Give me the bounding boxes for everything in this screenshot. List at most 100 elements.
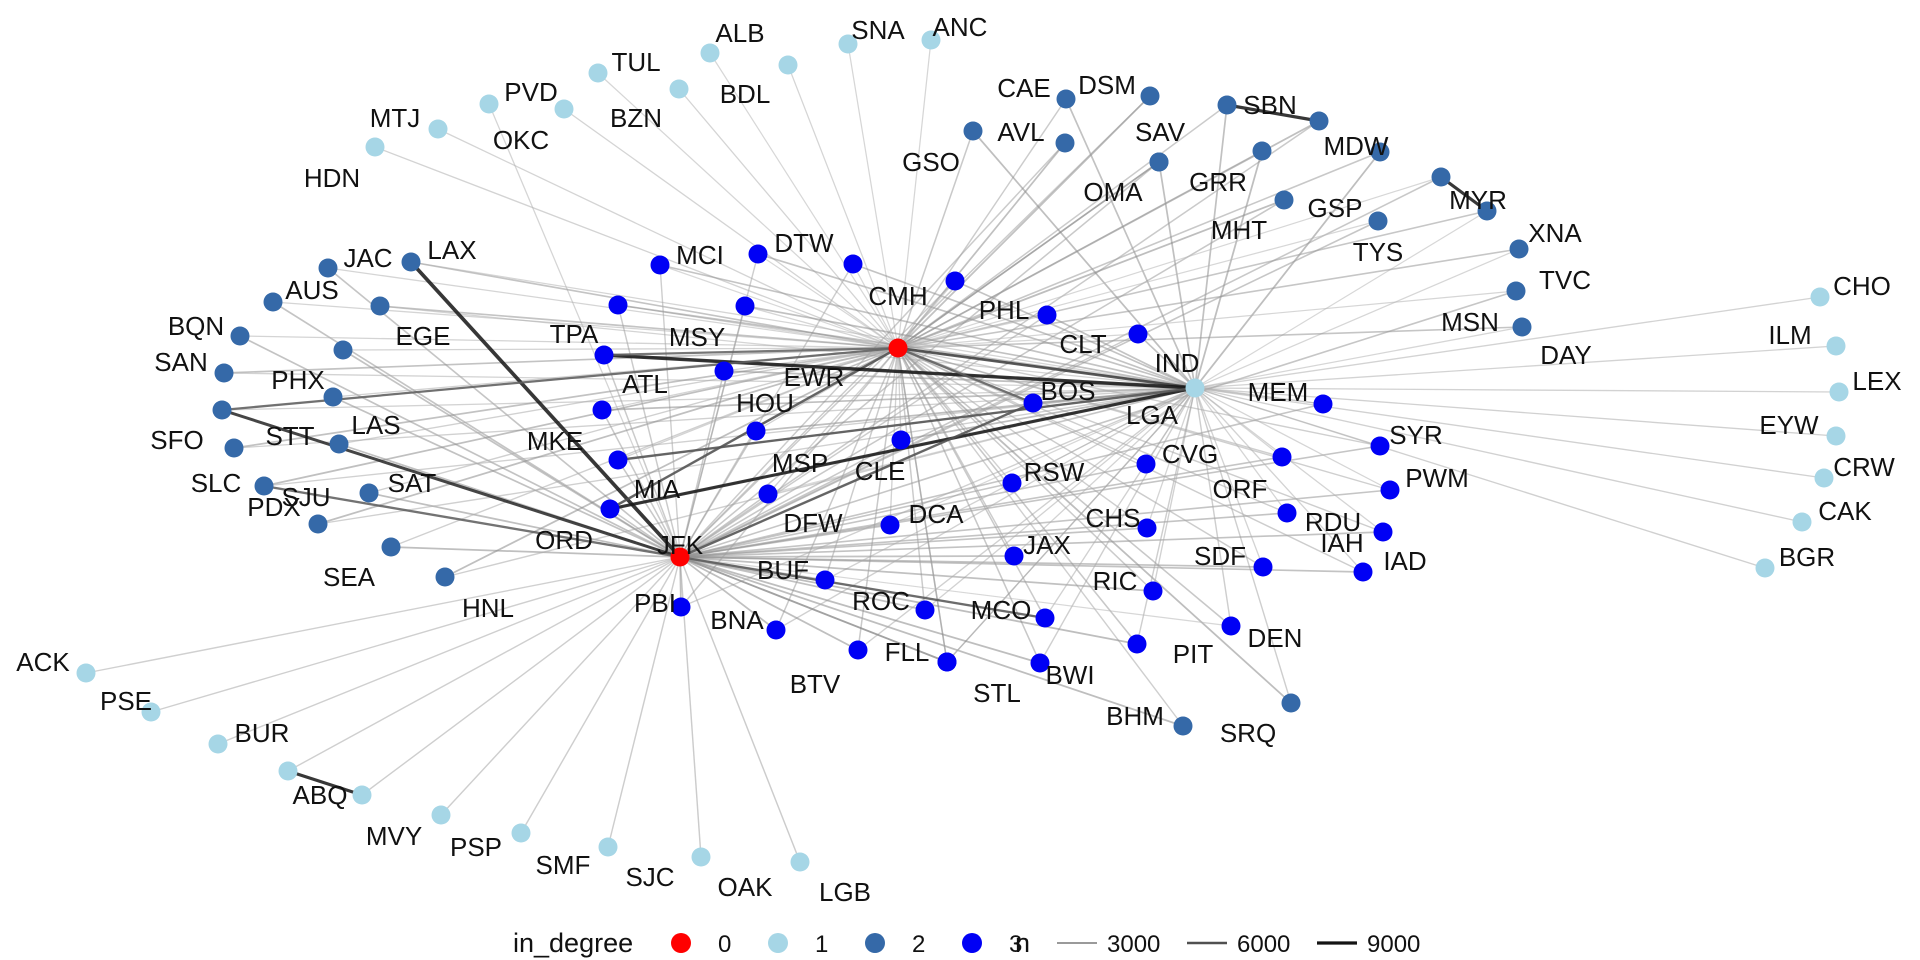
edge-ewr-slc [338, 347, 899, 445]
node-label-mht: MHT [1211, 215, 1267, 245]
node-bdl [778, 55, 798, 75]
edge-myr-xna [1440, 175, 1488, 213]
node-cle [891, 430, 911, 450]
node-mht [1274, 190, 1294, 210]
edge-lga-srq [1194, 387, 1292, 704]
node-day [1512, 317, 1532, 337]
edge-jfk-pit [679, 556, 1138, 645]
node-oma [1149, 152, 1169, 172]
edge-lga-gso [972, 130, 1196, 389]
edge-lga-dtw [757, 253, 1196, 389]
edge-lga-phl [954, 280, 1196, 389]
node-aus [263, 292, 283, 312]
node-label-bqn: BQN [168, 311, 224, 341]
node-bwi [1030, 653, 1050, 673]
node-lgb [790, 852, 810, 872]
label-layer: EWR JFK LGA ALB SNA ANC TUL BDL PVD BZN OKC MTJ HDN C… [16, 12, 1901, 907]
edge-lga-mke [601, 387, 1196, 411]
node-label-oma: OMA [1083, 177, 1143, 207]
edge-jfk-lgb [679, 556, 801, 863]
edge-ewr-tvc [897, 248, 1520, 349]
edge-lga-sfo [221, 387, 1196, 411]
edge-ewr-mht [897, 199, 1285, 349]
node-label-rsw: RSW [1024, 457, 1085, 487]
edge-jfk-lax [409, 260, 682, 559]
node-ege [370, 296, 390, 316]
edge-ewr-anc [897, 39, 932, 349]
edge-ewr-hdn [374, 146, 899, 349]
edge-ewr-sdf [897, 347, 1264, 568]
node-label-iad: IAD [1383, 546, 1426, 576]
edge-lga-atl [603, 353, 1196, 390]
edge-ewr-sna [847, 43, 899, 349]
edge-ewr-hou [723, 347, 899, 372]
node-label-ege: EGE [396, 321, 451, 351]
node-stl [937, 652, 957, 672]
node-atl [594, 345, 614, 365]
node-label-myr: MYR [1449, 185, 1507, 215]
edge-ewr-pdx [317, 347, 899, 525]
edge-lga-day [1194, 326, 1523, 389]
edge-lga-eyw [1194, 387, 1837, 437]
node-label-psp: PSP [450, 832, 502, 862]
node-label-avl: AVL [997, 117, 1044, 147]
edge-lga-sdf [1194, 387, 1264, 568]
edge-ewr-clt [897, 314, 1048, 349]
node-label-roc: ROC [852, 586, 910, 616]
node-stt [224, 438, 244, 458]
edge-lga-roc [924, 387, 1196, 611]
node-label-aus: AUS [285, 275, 338, 305]
node-chs [1137, 518, 1157, 538]
edge-jfk-bna [679, 556, 777, 631]
edge-lga-rdu [1194, 387, 1288, 514]
node-iah [1373, 522, 1393, 542]
node-label-bgr: BGR [1779, 542, 1835, 572]
edge-lga-pit [1136, 387, 1196, 645]
node-label-mem: MEM [1248, 377, 1309, 407]
node-label-pse: PSE [100, 686, 152, 716]
node-label-sbn: SBN [1243, 90, 1296, 120]
node-label-clt: CLT [1059, 329, 1106, 359]
node-mci [650, 255, 670, 275]
node-label-bwi: BWI [1045, 660, 1094, 690]
node-label-btv: BTV [790, 669, 841, 699]
node-label-mci: MCI [676, 240, 724, 270]
legend-label-2: 2 [912, 931, 925, 958]
edge-jfk-mem [679, 403, 1324, 558]
edge-jfk-sfo [221, 408, 681, 559]
node-label-rdu: RDU [1305, 507, 1361, 537]
edge-lga-pdx [317, 387, 1196, 525]
edge-jfk-mvy [361, 556, 681, 796]
edge-jfk-sju [263, 484, 681, 559]
legend-label-1: 1 [815, 931, 828, 958]
edge-jfk-iah [679, 531, 1384, 558]
node-ilm [1826, 336, 1846, 356]
node-label-lgb: LGB [819, 877, 871, 907]
edge-jfk-mco [679, 555, 1046, 620]
legend: in_degree n 0 1 2 3 3000 6000 9000 [513, 928, 1420, 958]
edge-ewr-mtj [437, 128, 899, 349]
edge-ewr-ric [897, 347, 1154, 592]
node-mem [1313, 394, 1333, 414]
node-cak [1792, 512, 1812, 532]
node-label-tul: TUL [611, 47, 660, 77]
edge-lga-crw [1194, 387, 1825, 479]
node-lga [1185, 378, 1205, 398]
node-roc [915, 600, 935, 620]
edge-ewr-cae [897, 98, 1067, 349]
node-label-chs: CHS [1086, 503, 1141, 533]
edge-jfk-pse [150, 556, 681, 713]
edge-jfk-phl [679, 280, 956, 558]
edge-jfk-bhm [679, 556, 1184, 727]
node-dtw [748, 244, 768, 264]
node-tul [588, 63, 608, 83]
node-label-sna: SNA [851, 15, 905, 45]
node-gsp [1370, 142, 1390, 162]
node-label-bhm: BHM [1106, 701, 1164, 731]
node-label-sjc: SJC [625, 862, 674, 892]
edge-abq-mvy [287, 769, 363, 797]
edge-ewr-bdl [787, 64, 899, 349]
edge-lga-gsp [1194, 151, 1381, 389]
node-label-ind: IND [1155, 348, 1200, 378]
node-label-abq: ABQ [293, 780, 348, 810]
